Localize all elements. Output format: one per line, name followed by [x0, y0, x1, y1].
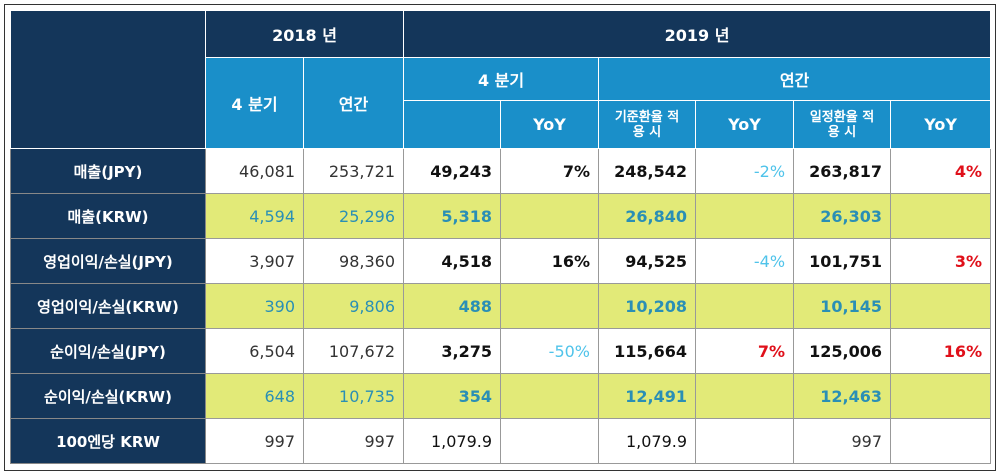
table-cell: 26,840	[598, 193, 697, 239]
table-cell	[890, 283, 992, 329]
header-cell: 일정환율 적용 시	[793, 100, 892, 149]
table-cell: -50%	[500, 328, 600, 374]
table-cell: 5,318	[403, 193, 502, 239]
table-cell: -2%	[695, 148, 795, 194]
table-cell: 107,672	[302, 328, 405, 374]
table-cell: 12,491	[598, 373, 697, 419]
table-cell: 46,081	[205, 148, 304, 194]
header-cell: 2019 년	[403, 10, 992, 58]
table-cell: 390	[205, 283, 304, 329]
table-cell	[695, 418, 795, 464]
table-cell: 7%	[695, 328, 795, 374]
table-cell	[695, 373, 795, 419]
table-cell: 16%	[890, 328, 992, 374]
table-cell: 997	[793, 418, 892, 464]
table-cell: 648	[205, 373, 304, 419]
row-label: 순이익/손실(JPY)	[10, 328, 206, 374]
table-cell: 10,208	[598, 283, 697, 329]
financial-table: 2018 년 2019 년 4 분기 연간 4 분기 연간 YoY 기준환율 적…	[10, 10, 992, 464]
frame	[4, 4, 996, 471]
row-label: 영업이익/손실(JPY)	[10, 238, 206, 284]
row-label: 매출(KRW)	[10, 193, 206, 239]
header-cell: YoY	[695, 100, 795, 149]
table-row: 순이익/손실(KRW) 648 10,735 354 12,491 12,463	[10, 373, 992, 419]
table-cell: 248,542	[598, 148, 697, 194]
row-label: 매출(JPY)	[10, 148, 206, 194]
table-cell: 101,751	[793, 238, 892, 284]
row-label: 영업이익/손실(KRW)	[10, 283, 206, 329]
table-cell: 4%	[890, 148, 992, 194]
table-cell: 263,817	[793, 148, 892, 194]
table-cell: 10,145	[793, 283, 892, 329]
header-cell	[403, 100, 502, 149]
table-row: 영업이익/손실(JPY) 3,907 98,360 4,518 16% 94,525 -4%…	[10, 238, 992, 284]
table-cell: 1,079.9	[598, 418, 697, 464]
table-cell: 253,721	[302, 148, 405, 194]
table-cell	[890, 418, 992, 464]
header-cell: YoY	[500, 100, 600, 149]
table-cell: 16%	[500, 238, 600, 284]
table-cell: 26,303	[793, 193, 892, 239]
header-cell: 기준환율 적용 시	[598, 100, 697, 149]
header-cell: 4 분기	[205, 57, 304, 149]
table-cell: 354	[403, 373, 502, 419]
table-cell	[695, 193, 795, 239]
table-cell: -4%	[695, 238, 795, 284]
table-cell: 4,594	[205, 193, 304, 239]
table-row: 매출(JPY) 46,081 253,721 49,243 7% 248,542 -2% 26…	[10, 148, 992, 194]
table-cell: 6,504	[205, 328, 304, 374]
row-label: 순이익/손실(KRW)	[10, 373, 206, 419]
table-cell	[890, 373, 992, 419]
table-cell	[500, 418, 600, 464]
table-cell	[890, 193, 992, 239]
header-cell: YoY	[890, 100, 992, 149]
header-cell: 연간	[302, 57, 405, 149]
table-cell: 10,735	[302, 373, 405, 419]
corner	[10, 10, 206, 149]
table-cell: 7%	[500, 148, 600, 194]
table-cell: 997	[205, 418, 304, 464]
table-cell: 9,806	[302, 283, 405, 329]
table-cell: 3%	[890, 238, 992, 284]
table-cell: 488	[403, 283, 502, 329]
header-cell: 4 분기	[403, 57, 600, 101]
table-cell: 115,664	[598, 328, 697, 374]
table-cell: 125,006	[793, 328, 892, 374]
header-cell: 2018 년	[204, 10, 405, 58]
table-cell	[500, 283, 600, 329]
table-row: 영업이익/손실(KRW) 390 9,806 488 10,208 10,145	[10, 283, 992, 329]
table-cell: 1,079.9	[403, 418, 502, 464]
table-row: 매출(KRW) 4,594 25,296 5,318 26,840 26,303	[10, 193, 992, 239]
table-cell: 49,243	[403, 148, 502, 194]
table-row: 100엔당 KRW 997 997 1,079.9 1,079.9 997	[10, 418, 992, 464]
table-cell	[500, 373, 600, 419]
table-cell	[500, 193, 600, 239]
table-cell: 997	[302, 418, 405, 464]
header-cell: 연간	[598, 57, 992, 101]
table-cell: 4,518	[403, 238, 502, 284]
table-cell: 98,360	[302, 238, 405, 284]
table-cell: 12,463	[793, 373, 892, 419]
table-cell: 3,275	[403, 328, 502, 374]
table-cell: 94,525	[598, 238, 697, 284]
table-row: 순이익/손실(JPY) 6,504 107,672 3,275 -50% 115,664 7…	[10, 328, 992, 374]
row-label: 100엔당 KRW	[10, 418, 206, 464]
table-cell	[695, 283, 795, 329]
table-cell: 3,907	[205, 238, 304, 284]
table-cell: 25,296	[302, 193, 405, 239]
